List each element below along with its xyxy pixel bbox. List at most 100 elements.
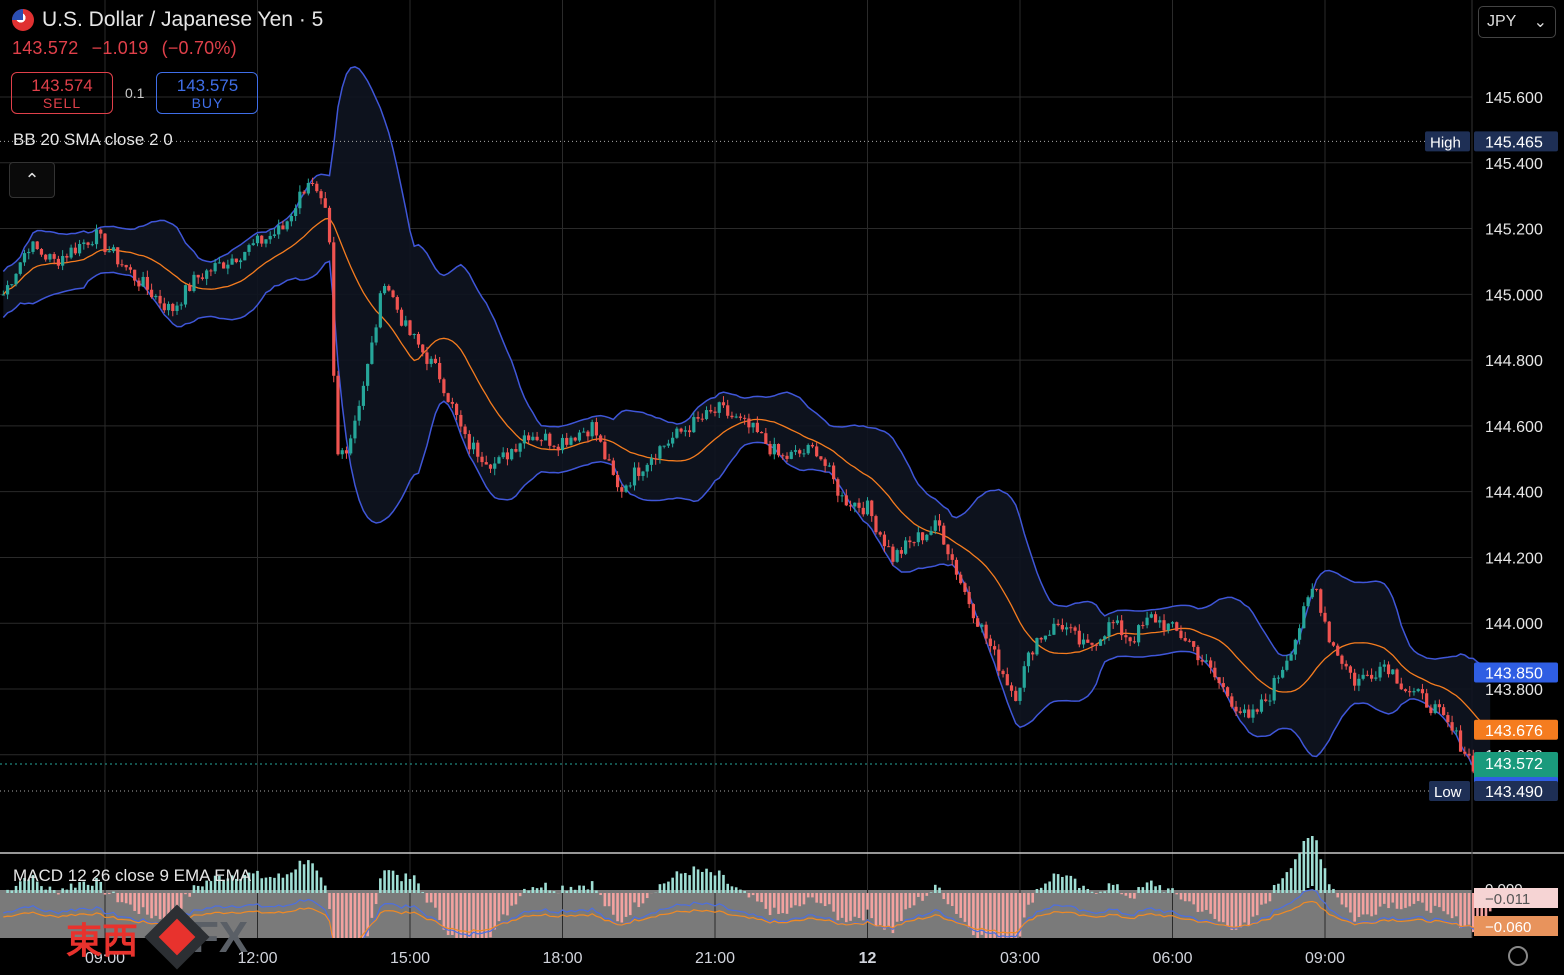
settings-gear-icon[interactable] — [1508, 946, 1528, 966]
macd-bar — [10, 890, 14, 893]
macd-bar — [717, 870, 721, 893]
macd-bar — [332, 893, 336, 943]
macd-bar — [980, 893, 984, 935]
candle-body — [264, 239, 268, 244]
macd-bar — [129, 893, 132, 905]
macd-bar — [1421, 893, 1424, 903]
candle-body — [963, 583, 967, 592]
candle-body — [810, 444, 815, 447]
candle-body — [997, 649, 1001, 671]
macd-bar — [1433, 893, 1437, 906]
macd-bar — [107, 893, 111, 895]
candle-body — [149, 289, 154, 298]
macd-bar — [705, 868, 708, 893]
candle-body — [1425, 693, 1429, 708]
candle-body — [39, 249, 44, 255]
macd-bar — [997, 893, 1001, 943]
candle-body — [1179, 630, 1183, 639]
macd-bar — [921, 893, 924, 901]
candle-body — [713, 411, 717, 413]
candle-body — [510, 449, 514, 460]
macd-bar — [544, 882, 547, 893]
candle-body — [768, 443, 772, 455]
macd-bar — [1442, 893, 1445, 912]
macd-bar — [950, 893, 954, 907]
candle-body — [700, 418, 704, 420]
macd-bar — [1374, 893, 1378, 915]
candle-body — [200, 277, 205, 279]
macd-bar — [1353, 893, 1356, 922]
candle-body — [759, 431, 764, 434]
currency-selector[interactable]: JPY ⌄ — [1478, 6, 1556, 38]
macd-bar — [662, 883, 666, 893]
macd-bar — [603, 893, 607, 907]
buy-button[interactable]: 143.575 BUY — [156, 72, 259, 114]
candle-body — [1348, 666, 1353, 673]
price-tick-label: 145.400 — [1485, 156, 1543, 173]
candle-body — [31, 241, 35, 252]
macd-bar — [692, 866, 696, 893]
candle-body — [895, 550, 899, 562]
macd-bar — [938, 887, 941, 893]
candle-body — [891, 546, 895, 562]
macd-bar — [1438, 893, 1441, 908]
macd-bar — [196, 885, 200, 893]
candle-body — [488, 464, 493, 469]
macd-bar — [1018, 893, 1022, 937]
candle-body — [1145, 617, 1149, 626]
collapse-chevron-up-icon[interactable]: ⌃ — [9, 162, 55, 198]
candle-body — [1285, 660, 1289, 670]
bb-indicator-label[interactable]: BB 20 SMA close 2 0 — [13, 130, 173, 149]
price-tick-label: 145.200 — [1485, 222, 1543, 239]
macd-bar — [472, 893, 475, 940]
candle-body — [497, 457, 501, 464]
macd-bar — [1272, 885, 1276, 893]
candle-body — [671, 437, 675, 444]
candle-body — [395, 297, 399, 310]
macd-bar — [1255, 893, 1259, 916]
candle-body — [988, 638, 992, 647]
symbol-title[interactable]: U.S. Dollar / Japanese Yen · 5 — [42, 8, 324, 31]
macd-bar — [806, 893, 810, 898]
macd-bar — [828, 893, 831, 905]
lot-size[interactable]: 0.1 — [125, 85, 145, 101]
candle-body — [124, 264, 128, 268]
macd-bar — [395, 874, 399, 893]
candle-body — [1217, 677, 1221, 684]
macd-bar — [163, 893, 166, 922]
candle-body — [327, 207, 332, 243]
macd-bar — [510, 893, 513, 906]
quote-summary: 143.572 −1.019 (−0.70%) — [12, 38, 323, 59]
candle-body — [582, 431, 586, 433]
macd-bar — [675, 871, 679, 893]
macd-indicator-label[interactable]: MACD 12 26 close 9 EMA EMA — [13, 866, 252, 885]
macd-bar — [112, 891, 115, 893]
macd-bar — [616, 893, 619, 922]
macd-bar — [789, 893, 793, 908]
candle-body — [1234, 706, 1238, 712]
macd-bar — [1213, 893, 1217, 919]
candle-body — [815, 446, 819, 457]
candle-body — [310, 182, 315, 184]
macd-bar — [18, 881, 22, 893]
macd-bar — [1027, 893, 1030, 905]
macd-bar — [624, 893, 628, 917]
candle-body — [586, 431, 590, 437]
candle-body — [755, 422, 759, 432]
candle-body — [1153, 614, 1158, 623]
macd-bar — [404, 873, 408, 893]
sell-button[interactable]: 143.574 SELL — [11, 72, 113, 114]
candle-body — [1052, 623, 1056, 635]
macd-bar — [1302, 840, 1306, 891]
macd-bar — [82, 881, 86, 893]
macd-bar — [116, 893, 120, 903]
macd-bar — [1340, 893, 1344, 905]
candle-body — [1408, 691, 1412, 693]
candle-body — [971, 604, 976, 619]
macd-bar — [586, 889, 590, 893]
candle-body — [565, 437, 569, 445]
macd-bar — [1035, 889, 1039, 893]
macd-bar — [328, 893, 331, 909]
macd-bar — [1251, 893, 1255, 917]
